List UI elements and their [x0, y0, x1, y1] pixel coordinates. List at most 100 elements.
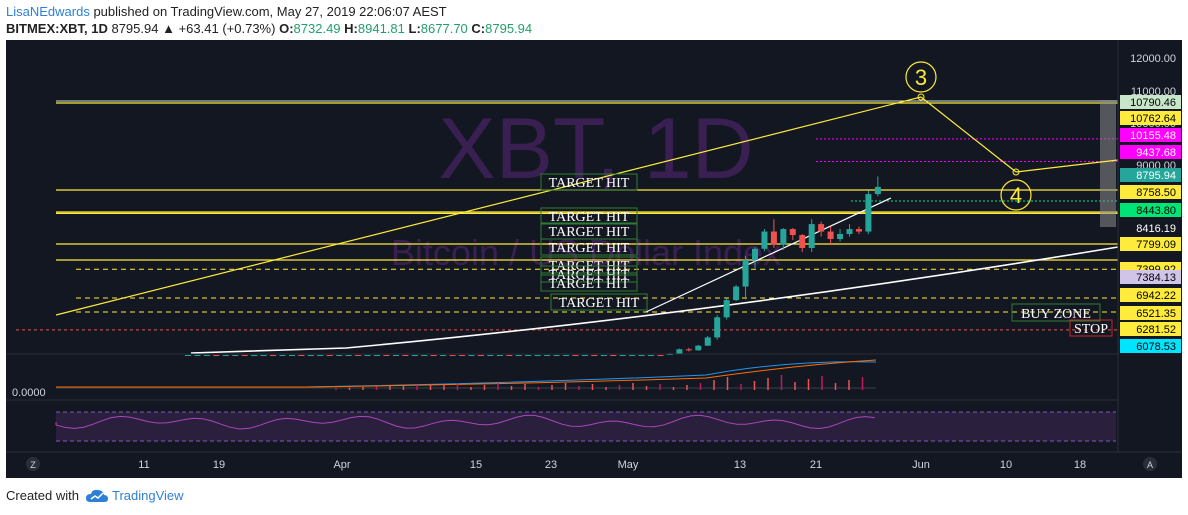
- candle-body: [704, 337, 711, 346]
- candle-body: [307, 355, 314, 356]
- x-tick-label: 13: [734, 459, 746, 471]
- candle-body: [298, 355, 305, 356]
- candle-body: [714, 317, 721, 338]
- last-price: 8795.94: [111, 21, 159, 36]
- target-hit-box: [550, 293, 648, 311]
- upper-trendline: [55, 96, 922, 316]
- candle-body: [468, 355, 475, 356]
- candle-body: [251, 355, 258, 356]
- candle-body: [629, 355, 636, 356]
- candle-body: [477, 355, 484, 356]
- candle-body: [515, 355, 522, 356]
- price-tag-label: 6078.53: [1136, 341, 1176, 353]
- target-hit-label: TARGET HIT: [549, 225, 630, 240]
- wave-point: [1012, 168, 1020, 176]
- candle-body: [563, 355, 569, 356]
- price-tag: [1120, 128, 1181, 142]
- close-label: C:: [471, 21, 486, 36]
- candle-body: [761, 231, 768, 249]
- candle-body: [194, 355, 201, 356]
- target-hit-label: TARGET HIT: [549, 176, 630, 191]
- price-tag: [1120, 185, 1181, 199]
- low-label: L:: [408, 21, 421, 36]
- price-tag: [1120, 288, 1181, 302]
- price-tag-label: 6942.22: [1136, 290, 1176, 302]
- price-tag: [1120, 145, 1181, 159]
- candle-body: [355, 355, 362, 356]
- x-tick-label: 18: [1074, 459, 1086, 471]
- long-support-trendline: [190, 246, 1119, 354]
- target-hit-label: TARGET HIT: [549, 277, 630, 292]
- price-tag: [1120, 322, 1181, 336]
- chart-frame[interactable]: XBT, 1D Bitcoin / US Dollar Index TARGET…: [6, 40, 1182, 478]
- price-tag-label: 6281.52: [1136, 324, 1176, 336]
- price-tag: [1120, 270, 1181, 284]
- candle-body: [638, 355, 645, 356]
- candle-body: [770, 231, 777, 245]
- price-chart[interactable]: XBT, 1D Bitcoin / US Dollar Index TARGET…: [6, 40, 1182, 478]
- close-value: 8795.94: [485, 21, 533, 36]
- price-tag: [1120, 95, 1181, 109]
- author-name[interactable]: LisaNEdwards: [6, 4, 90, 19]
- wave-point: [917, 93, 925, 101]
- candle-body: [865, 194, 872, 232]
- price-tag-label: 8416.19: [1136, 223, 1176, 235]
- footer: Created with TradingView: [6, 488, 184, 503]
- tradingview-link[interactable]: TradingView: [112, 488, 184, 503]
- target-hit-box: [540, 207, 638, 225]
- rsi-band: [56, 412, 1116, 441]
- buy-zone-box: [1011, 303, 1101, 322]
- price-tag-label: 8758.50: [1136, 187, 1176, 199]
- price-tag-label: 10790.46: [1130, 97, 1176, 109]
- open-value: 8732.49: [293, 21, 341, 36]
- candle-body: [383, 355, 390, 356]
- low-value: 8677.70: [420, 21, 468, 36]
- up-arrow-icon: ▲: [162, 21, 175, 36]
- high-label: H:: [344, 21, 358, 36]
- candle-body: [544, 355, 551, 356]
- target-hit-label: TARGET HIT: [549, 241, 630, 256]
- candle-body: [402, 355, 409, 356]
- candle-body: [799, 235, 806, 248]
- candle-body: [553, 355, 560, 356]
- price-tag-label: 8795.94: [1136, 170, 1176, 182]
- candle-body: [695, 345, 702, 351]
- candle-body: [496, 355, 503, 356]
- zoom-z-button: [26, 457, 40, 471]
- price-tag-label: 7384.13: [1136, 272, 1176, 284]
- wave-line-3-4: [920, 96, 1017, 173]
- x-tick-label: 10: [1000, 459, 1012, 471]
- x-tick-label: 19: [213, 459, 225, 471]
- stop-label: STOP: [1074, 322, 1108, 337]
- candle-body: [619, 355, 626, 356]
- wave-3-circle: [905, 61, 937, 93]
- candle-body: [780, 229, 787, 245]
- candle-body: [572, 355, 579, 356]
- price-tag: [1120, 111, 1181, 125]
- auto-scale-button: [1143, 457, 1157, 471]
- candle-body: [657, 355, 664, 356]
- target-hit-box: [540, 173, 638, 191]
- signal-line: [56, 359, 877, 388]
- publish-line: LisaNEdwards published on TradingView.co…: [6, 4, 447, 19]
- candle-body: [685, 349, 692, 351]
- candle-body: [789, 229, 796, 236]
- target-hit-label: TARGET HIT: [559, 296, 640, 311]
- x-tick-label: Jun: [912, 459, 930, 471]
- buy-zone-label: BUY ZONE: [1021, 307, 1091, 322]
- candle-body: [232, 355, 239, 356]
- candle-body: [374, 355, 380, 356]
- watermark-title: XBT, 1D: [438, 101, 753, 197]
- candles-layer: [185, 176, 881, 356]
- candle-body: [487, 355, 494, 356]
- candle-body: [392, 355, 399, 356]
- candle-body: [279, 355, 286, 356]
- candle-body: [222, 355, 229, 356]
- candle-body: [270, 355, 277, 356]
- candle-body: [808, 224, 815, 248]
- candle-body: [430, 355, 437, 356]
- candle-body: [742, 259, 749, 287]
- candle-body: [837, 234, 844, 239]
- short-support-trendline: [645, 197, 892, 313]
